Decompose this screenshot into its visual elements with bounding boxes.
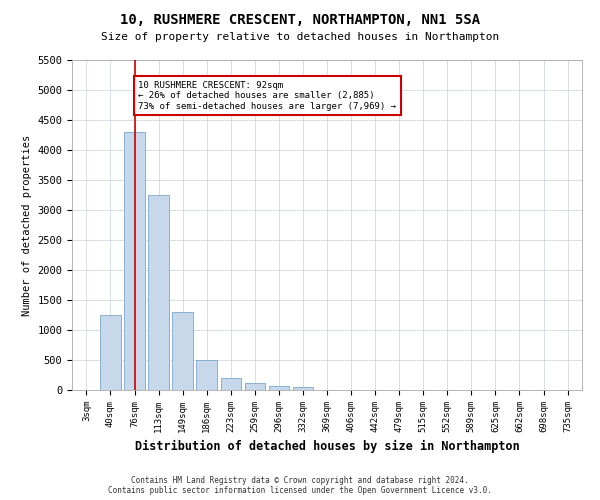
X-axis label: Distribution of detached houses by size in Northampton: Distribution of detached houses by size … — [134, 440, 520, 454]
Text: Contains HM Land Registry data © Crown copyright and database right 2024.
Contai: Contains HM Land Registry data © Crown c… — [108, 476, 492, 495]
Bar — [124, 132, 145, 390]
Bar — [100, 315, 121, 390]
Bar — [221, 378, 241, 390]
Bar — [293, 386, 313, 390]
Bar — [196, 360, 217, 390]
Bar — [172, 312, 193, 390]
Bar — [245, 384, 265, 390]
Bar — [148, 195, 169, 390]
Bar — [269, 386, 289, 390]
Text: Size of property relative to detached houses in Northampton: Size of property relative to detached ho… — [101, 32, 499, 42]
Y-axis label: Number of detached properties: Number of detached properties — [22, 134, 32, 316]
Text: 10 RUSHMERE CRESCENT: 92sqm
← 26% of detached houses are smaller (2,885)
73% of : 10 RUSHMERE CRESCENT: 92sqm ← 26% of det… — [138, 81, 396, 111]
Text: 10, RUSHMERE CRESCENT, NORTHAMPTON, NN1 5SA: 10, RUSHMERE CRESCENT, NORTHAMPTON, NN1 … — [120, 12, 480, 26]
